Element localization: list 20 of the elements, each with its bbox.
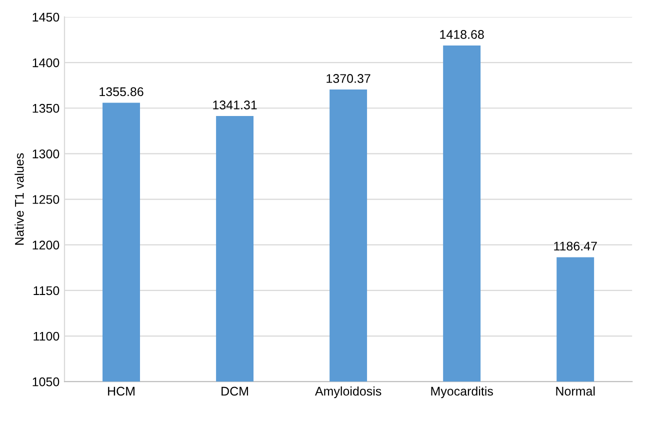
y-tick-label: 1200: [32, 240, 60, 250]
x-tick-label: Myocarditis: [431, 386, 493, 398]
data-label: 1355.86: [100, 87, 144, 96]
y-tick-label: 1150: [34, 286, 60, 296]
data-label: 1370.37: [326, 74, 370, 83]
y-axis-title: Native T1 values: [14, 153, 24, 245]
y-tick-label: 1350: [32, 104, 60, 113]
y-tick-label: 1300: [32, 150, 60, 158]
y-tick-label: 1400: [32, 58, 60, 68]
x-tick-label: DCM: [222, 386, 248, 396]
y-tick-label: 1250: [32, 195, 60, 204]
data-label: 1341.31: [213, 100, 257, 110]
x-tick-label: Normal: [556, 386, 595, 396]
y-tick-label: 1050: [32, 377, 60, 386]
x-tick-label: HCM: [108, 386, 134, 396]
data-label: 1418.68: [440, 30, 484, 39]
y-tick-label: 1450: [32, 12, 60, 22]
y-tick-label: 1100: [34, 332, 60, 341]
x-tick-label: Amyloidosis: [314, 386, 382, 398]
data-label: 1186.47: [554, 242, 597, 251]
